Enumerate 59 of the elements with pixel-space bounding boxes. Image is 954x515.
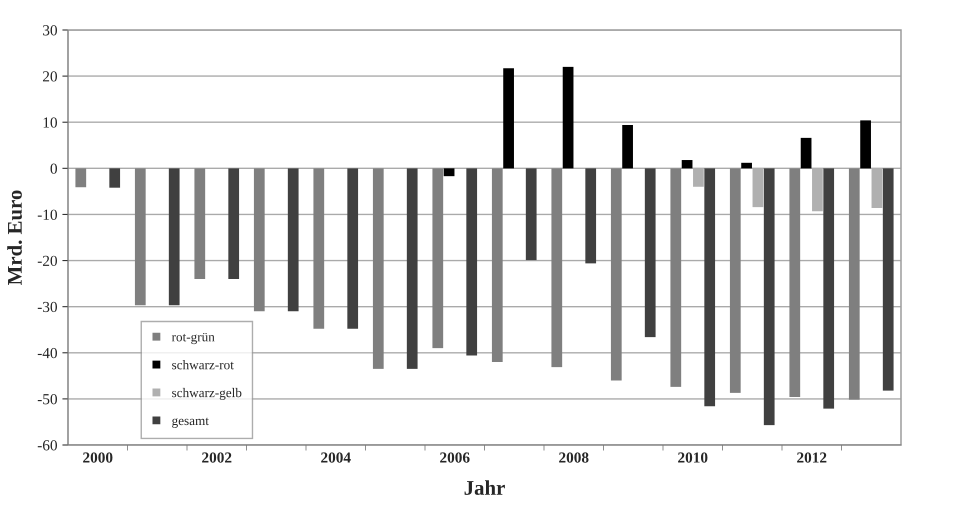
y-tick-label: -50 [38,394,57,404]
bar [860,120,871,168]
legend-label: rot-grün [172,332,215,344]
bar [670,168,682,387]
legend-label: schwarz-rot [172,360,234,370]
bar [741,162,752,168]
y-tick-label: 20 [42,71,57,82]
bar [466,168,478,356]
legend-label: gesamt [172,418,209,428]
y-tick-label: 10 [44,117,57,128]
bar [432,168,444,348]
bar [406,168,418,369]
x-tick-label: 2004 [321,452,351,463]
bar [288,168,299,312]
bar [168,168,180,306]
bar [75,168,86,188]
x-tick-label: 2006 [440,452,470,463]
bar [492,168,503,362]
bar [585,168,596,264]
x-tick-label: 2000 [83,452,112,463]
y-tick-label: -30 [38,302,57,312]
bar [800,138,812,168]
x-tick-label: 2002 [202,452,232,463]
bar [764,168,775,426]
bar [372,168,384,369]
bar [789,168,800,398]
bar [562,66,574,168]
bar [622,124,633,168]
bar [228,168,240,279]
x-axis-title: Jahr [464,480,505,495]
bar [347,168,358,329]
bar [313,168,324,329]
bar [682,160,692,168]
y-axis-title: Mrd. Euro [7,190,22,285]
y-tick-label: -60 [38,440,57,450]
bar [194,168,206,279]
bar [134,168,146,306]
y-tick-label: 0 [50,163,57,174]
bar [551,168,562,368]
bar [444,168,454,176]
x-tick-label: 2012 [797,452,826,463]
x-tick-label: 2008 [559,452,589,463]
bar [704,168,716,406]
bar [644,168,656,338]
bar [882,168,894,391]
bar [610,168,622,380]
bar [848,168,860,400]
bar [823,168,834,409]
bar [109,168,120,188]
y-tick-label: -40 [38,348,57,358]
bar [503,68,514,168]
bar [730,168,741,393]
bar [254,168,265,312]
y-tick-label: -10 [38,210,57,220]
y-tick-label: -20 [38,256,57,266]
x-tick-label: 2010 [678,452,708,463]
y-tick-label: 30 [43,25,57,36]
bar [526,168,537,260]
legend-label: schwarz-gelb [172,388,242,400]
